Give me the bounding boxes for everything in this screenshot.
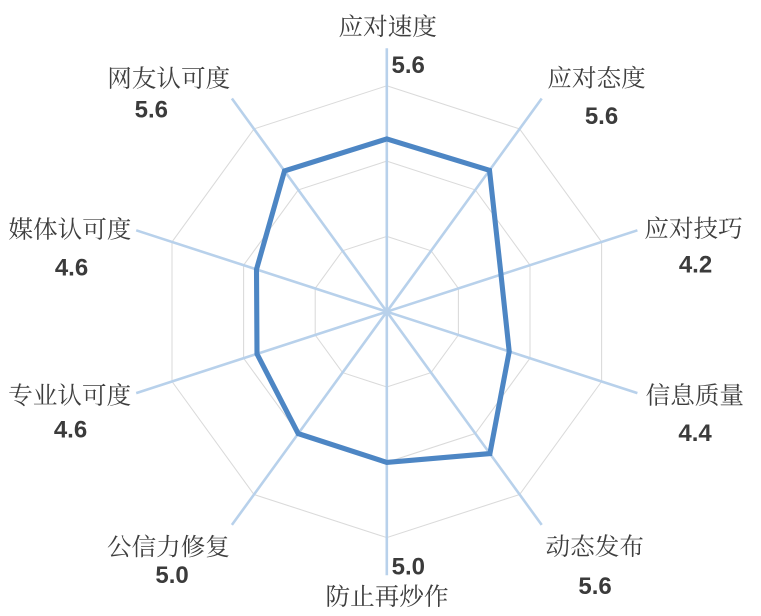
svg-text:4.6: 4.6 [54, 417, 87, 444]
svg-text:5.0: 5.0 [392, 554, 425, 581]
svg-text:4.4: 4.4 [678, 420, 712, 447]
svg-text:4.2: 4.2 [679, 252, 712, 279]
svg-text:5.6: 5.6 [392, 52, 425, 79]
svg-text:5.6: 5.6 [135, 96, 168, 123]
svg-text:5.0: 5.0 [155, 562, 188, 589]
svg-text:5.6: 5.6 [585, 103, 618, 130]
svg-text:5.6: 5.6 [578, 573, 611, 600]
svg-text:4.6: 4.6 [55, 254, 88, 281]
